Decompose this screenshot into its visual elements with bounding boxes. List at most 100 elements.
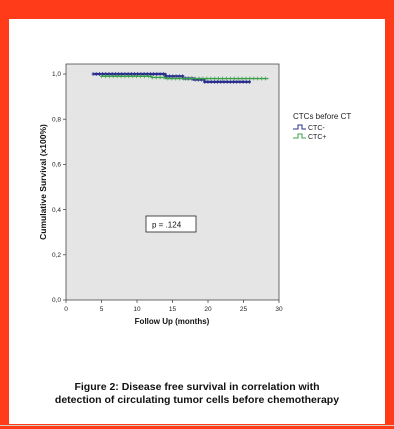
censor-mark-CTC+ xyxy=(123,74,127,79)
censor-mark-CTC- xyxy=(174,74,178,79)
caption-line-1: Figure 2: Disease free survival in corre… xyxy=(74,381,320,393)
censor-mark-CTC+ xyxy=(205,76,209,81)
x-axis-label: Follow Up (months) xyxy=(135,317,210,326)
censor-mark-CTC+ xyxy=(135,74,139,79)
censor-mark-CTC+ xyxy=(162,75,166,80)
censor-mark-CTC- xyxy=(120,72,124,76)
legend-label-CTC+: CTC+ xyxy=(308,134,326,141)
censor-mark-CTC- xyxy=(117,72,121,76)
censor-mark-CTC- xyxy=(241,79,245,84)
censor-mark-CTC+ xyxy=(256,76,260,81)
censor-mark-CTC+ xyxy=(213,76,217,81)
bottom-rule xyxy=(0,425,394,426)
censor-mark-CTC- xyxy=(238,79,242,84)
censor-mark-CTC+ xyxy=(236,76,240,81)
censor-mark-CTC- xyxy=(142,72,146,76)
legend: CTCs before CT CTC- CTC+ xyxy=(293,112,351,141)
y-tick-label: 0,0 xyxy=(52,297,61,304)
censor-mark-CTC- xyxy=(168,74,172,79)
censor-mark-CTC+ xyxy=(158,75,162,80)
x-tick-label: 5 xyxy=(100,306,104,313)
censor-mark-CTC+ xyxy=(264,76,268,81)
censor-mark-CTC- xyxy=(164,74,168,79)
censor-mark-CTC+ xyxy=(170,76,174,81)
censor-mark-CTC- xyxy=(232,79,236,84)
censor-mark-CTC- xyxy=(113,72,117,76)
x-tick-label: 30 xyxy=(275,306,283,313)
censor-mark-CTC- xyxy=(152,72,156,76)
censor-mark-CTC+ xyxy=(252,76,256,81)
censor-mark-CTC+ xyxy=(217,76,221,81)
series-line-CTC- xyxy=(92,72,251,84)
figure-caption: Figure 2: Disease free survival in corre… xyxy=(9,381,385,407)
censor-mark-CTC- xyxy=(177,74,181,79)
censor-mark-CTC+ xyxy=(185,76,189,81)
censor-mark-CTC- xyxy=(110,72,114,76)
censor-mark-CTC- xyxy=(206,79,210,84)
censor-mark-CTC+ xyxy=(142,74,146,79)
censor-mark-CTC+ xyxy=(221,76,225,81)
censor-mark-CTC+ xyxy=(107,74,111,79)
censor-mark-CTC- xyxy=(171,74,175,79)
y-tick-label: 0,8 xyxy=(52,116,61,123)
y-tick-label: 0,4 xyxy=(52,207,61,214)
censor-mark-CTC+ xyxy=(178,76,182,81)
censor-mark-CTC+ xyxy=(127,74,131,79)
censor-mark-CTC- xyxy=(248,79,252,84)
censor-mark-CTC- xyxy=(133,72,137,76)
censor-mark-CTC- xyxy=(107,72,111,76)
censor-mark-CTC+ xyxy=(103,74,107,79)
censor-mark-CTC- xyxy=(244,79,248,84)
pvalue-text: p = .124 xyxy=(152,221,182,230)
censor-mark-CTC+ xyxy=(182,76,186,81)
censor-mark-CTC- xyxy=(158,72,162,76)
x-tick-label: 0 xyxy=(64,306,68,313)
censor-mark-CTC+ xyxy=(166,76,170,81)
censor-mark-CTC+ xyxy=(228,76,232,81)
censor-mark-CTC+ xyxy=(146,74,150,79)
censor-mark-CTC- xyxy=(101,72,105,76)
y-tick-label: 0,2 xyxy=(52,252,61,259)
censor-mark-CTC- xyxy=(212,79,216,84)
x-tick-label: 15 xyxy=(169,306,177,313)
censor-mark-CTC- xyxy=(129,72,133,76)
censor-mark-CTC+ xyxy=(115,74,119,79)
legend-symbol-CTC- xyxy=(293,124,306,130)
censor-mark-CTC+ xyxy=(260,76,264,81)
censor-mark-CTC- xyxy=(222,79,226,84)
censor-mark-CTC+ xyxy=(197,76,201,81)
censor-mark-CTC- xyxy=(180,74,184,79)
y-tick-label: 1,0 xyxy=(52,71,61,78)
censor-mark-CTC+ xyxy=(232,76,236,81)
legend-label-CTC-: CTC- xyxy=(308,125,325,132)
x-tick-label: 10 xyxy=(133,306,141,313)
censor-mark-CTC- xyxy=(219,79,223,84)
censor-mark-CTC+ xyxy=(111,74,115,79)
x-tick-label: 20 xyxy=(204,306,212,313)
censor-mark-CTC+ xyxy=(209,76,213,81)
y-tick-label: 0,6 xyxy=(52,162,61,169)
censor-mark-CTC+ xyxy=(139,74,143,79)
censor-mark-CTC+ xyxy=(201,76,205,81)
censor-mark-CTC- xyxy=(155,72,159,76)
censor-mark-CTC+ xyxy=(193,76,197,81)
censor-mark-CTC+ xyxy=(244,76,248,81)
censor-mark-CTC- xyxy=(91,72,95,76)
y-axis-label: Cumulative Survival (x100%) xyxy=(38,124,48,240)
censor-mark-CTC- xyxy=(94,72,98,76)
censor-mark-CTC- xyxy=(225,79,229,84)
censor-mark-CTC+ xyxy=(100,74,103,79)
x-tick-label: 25 xyxy=(240,306,248,313)
legend-symbol-CTC+ xyxy=(293,133,306,139)
censor-mark-CTC+ xyxy=(154,75,158,80)
censor-mark-CTC- xyxy=(148,72,152,76)
censor-mark-CTC+ xyxy=(131,74,135,79)
censor-mark-CTC- xyxy=(216,79,220,84)
censor-mark-CTC- xyxy=(145,72,149,76)
censor-mark-CTC- xyxy=(209,79,213,84)
censor-mark-CTC+ xyxy=(150,75,154,80)
plot-area xyxy=(65,63,280,301)
censor-mark-CTC- xyxy=(139,72,143,76)
